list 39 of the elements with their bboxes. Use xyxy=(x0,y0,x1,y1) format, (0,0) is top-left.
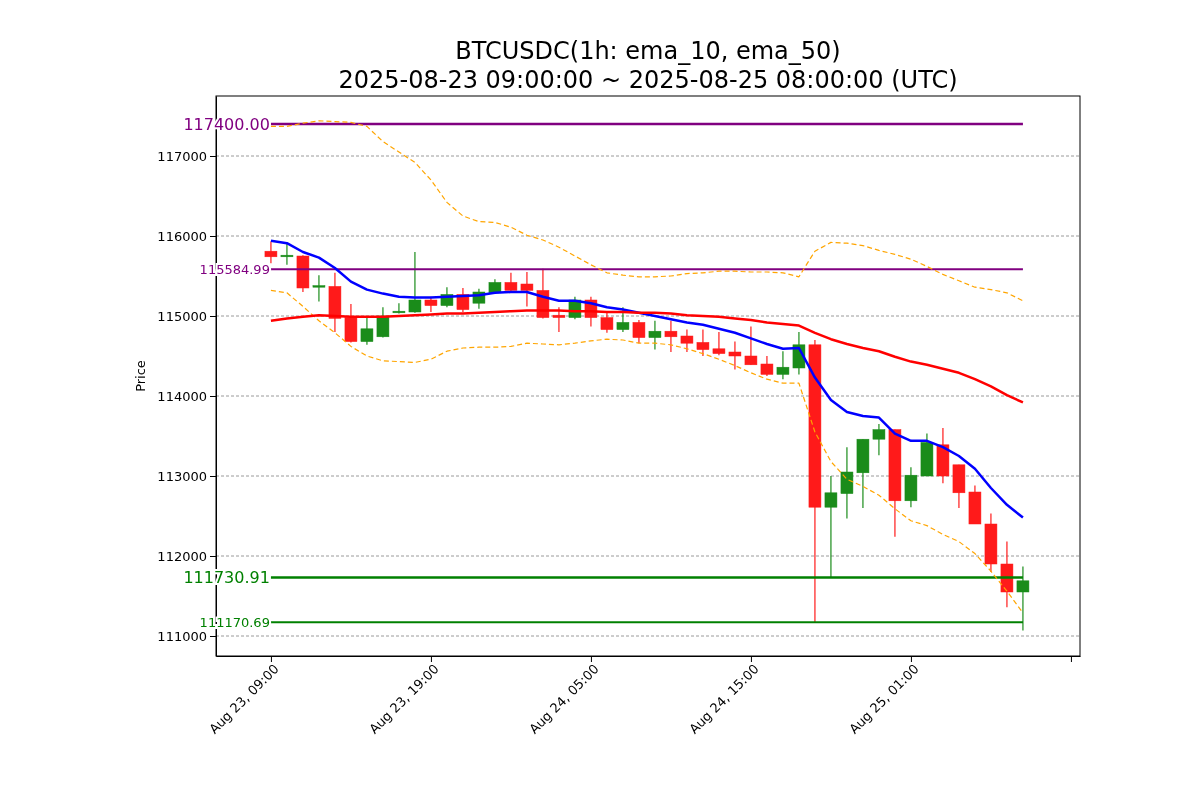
candlestick xyxy=(824,475,838,579)
candlestick xyxy=(648,320,662,351)
candlestick xyxy=(696,329,710,357)
y-tick-label: 117000 xyxy=(157,148,207,164)
candlestick xyxy=(264,241,278,264)
candlestick xyxy=(360,317,374,346)
y-axis-title: Price xyxy=(133,360,148,392)
candlestick xyxy=(680,329,694,353)
y-tick-label: 116000 xyxy=(157,228,207,244)
candlestick xyxy=(712,331,726,356)
candlestick xyxy=(344,303,358,343)
candlestick xyxy=(552,306,566,333)
candlestick xyxy=(840,446,854,519)
candlestick xyxy=(632,319,646,344)
candlestick xyxy=(1016,565,1030,631)
candlestick xyxy=(664,320,678,353)
candlestick xyxy=(744,325,758,366)
line-series xyxy=(270,120,1024,302)
chart-title: BTCUSDC(1h: ema_10, ema_50) xyxy=(455,37,841,65)
candlestick xyxy=(728,341,742,371)
y-tick-label: 114000 xyxy=(157,388,207,404)
candlestick xyxy=(872,423,886,456)
y-tick-label: 112000 xyxy=(157,548,207,564)
y-tick-label: 113000 xyxy=(157,468,207,484)
candlestick xyxy=(392,302,406,315)
y-tick-label: 115000 xyxy=(157,308,207,324)
chart-subtitle: 2025-08-23 09:00:00 ~ 2025-08-25 08:00:00 (UTC) xyxy=(338,66,958,94)
candlestick xyxy=(408,251,422,314)
candlestick xyxy=(312,274,326,303)
line-series xyxy=(269,239,1025,519)
candlestick xyxy=(600,311,614,334)
candlestick xyxy=(760,355,774,377)
y-tick-label: 111000 xyxy=(157,628,207,644)
candlestick xyxy=(520,271,534,307)
candlestick xyxy=(776,350,790,380)
candlestick xyxy=(280,242,294,266)
line-series xyxy=(270,289,1024,614)
candlestick xyxy=(376,306,390,339)
candlestick xyxy=(616,306,630,333)
